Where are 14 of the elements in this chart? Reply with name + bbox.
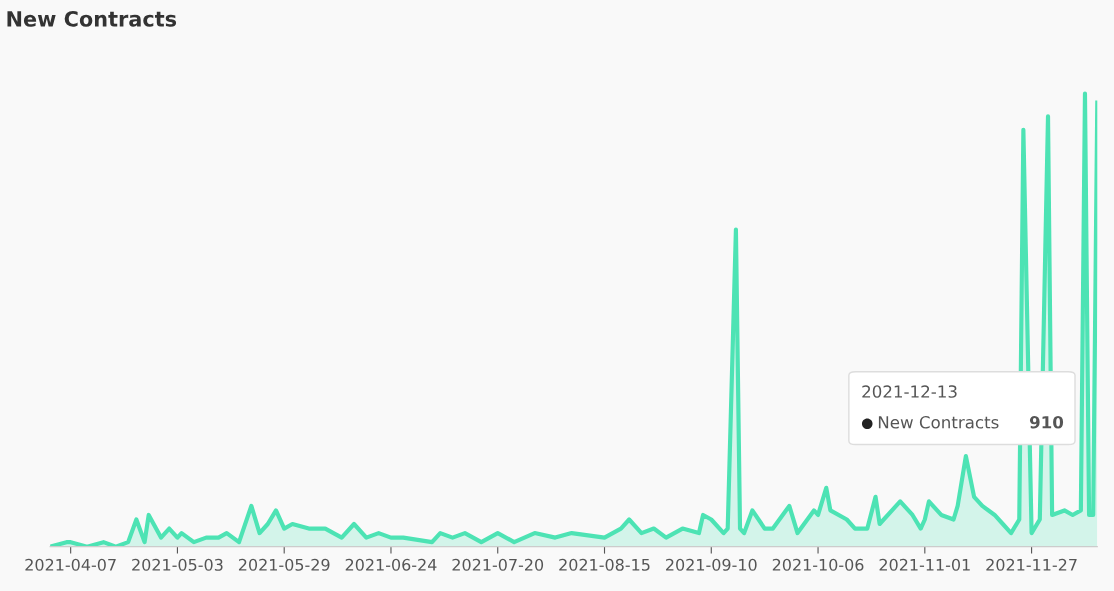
x-tick-label: 2021-05-29 bbox=[238, 558, 330, 571]
x-tick-label: 2021-05-03 bbox=[132, 558, 223, 571]
x-tick-label: 2021-10-06 bbox=[772, 558, 864, 571]
annotation: 910 bbox=[1029, 415, 1064, 429]
annotation: New Contracts bbox=[878, 415, 999, 429]
x-tick-label: 2021-11-01 bbox=[879, 558, 970, 571]
x-tick-label: 2021-08-15 bbox=[559, 558, 650, 571]
annotation: 2021-12-13 bbox=[862, 385, 957, 398]
chart-title: New Contracts bbox=[7, 10, 177, 27]
x-tick-label: 2021-09-10 bbox=[666, 558, 757, 571]
x-tick-label: 2021-04-07 bbox=[25, 558, 116, 571]
x-tick-label: 2021-11-27 bbox=[986, 558, 1077, 571]
x-tick-label: 2021-07-20 bbox=[452, 558, 544, 571]
x-tick-label: 2021-06-24 bbox=[345, 558, 437, 571]
